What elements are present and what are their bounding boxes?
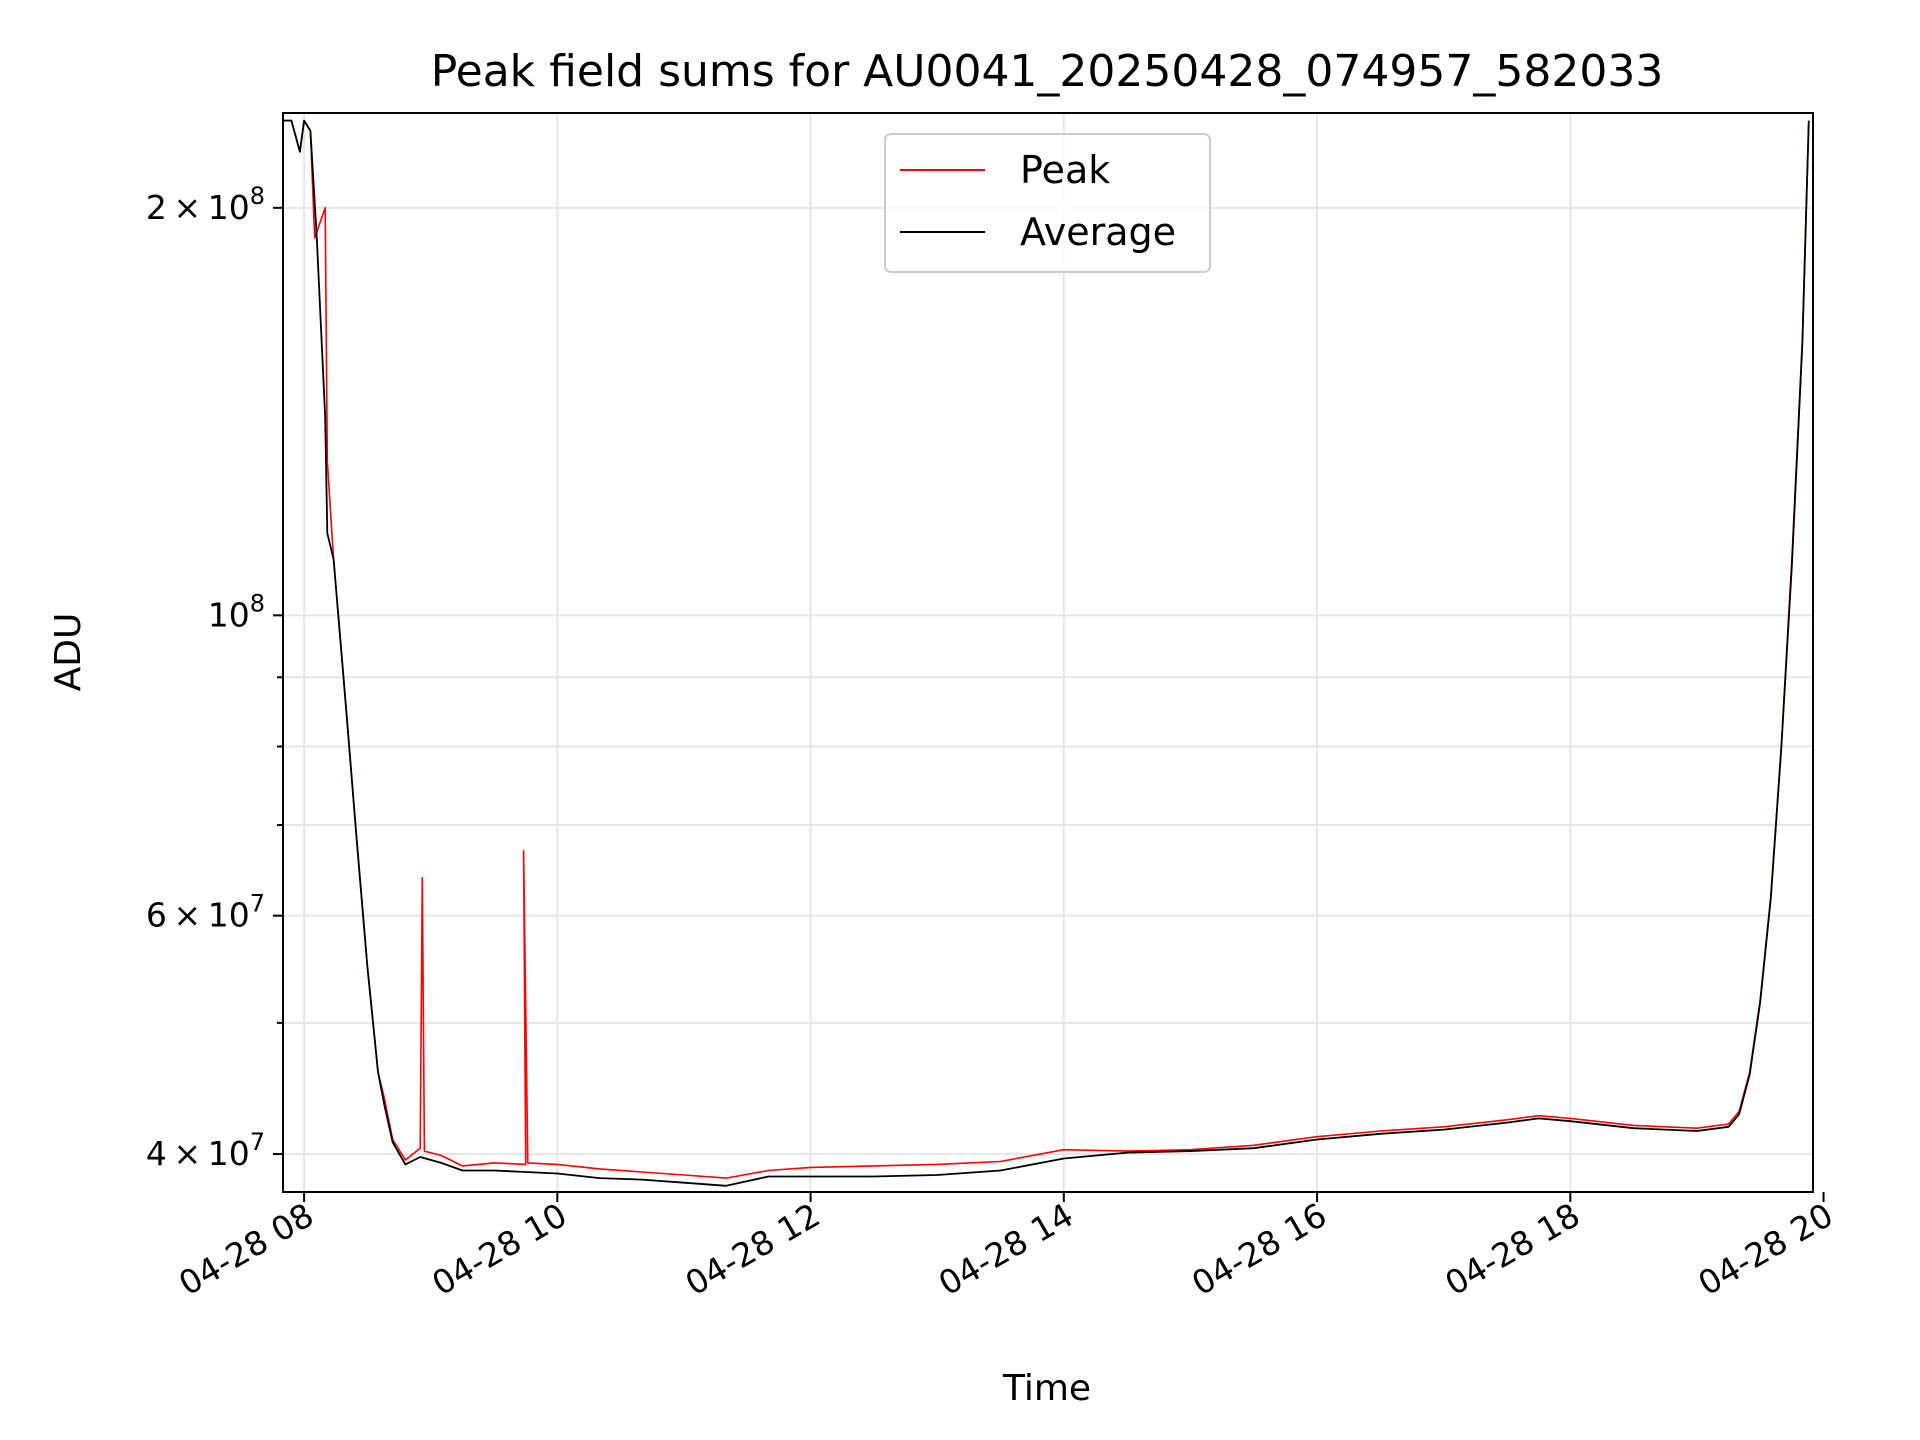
chart-title: Peak field sums for AU0041_20250428_0749…: [431, 46, 1664, 97]
y-tick-label: 2 × 108: [146, 182, 265, 227]
legend-label-peak: Peak: [1020, 148, 1110, 192]
legend-label-average: Average: [1020, 210, 1176, 254]
series-line-average: [283, 119, 1810, 1187]
y-tick-label-exponent: 8: [250, 182, 265, 210]
y-tick-label-exponent: 8: [250, 589, 265, 617]
plot-frame: [282, 112, 1814, 1193]
y-tick-label-exponent: 7: [250, 890, 265, 918]
y-tick-label-mantissa: 2 × 10: [146, 188, 250, 227]
y-tick-label: 108: [208, 589, 265, 634]
legend: Peak Average: [884, 133, 1211, 273]
legend-frame: [884, 133, 1211, 273]
y-tick-label: 4 × 107: [146, 1128, 265, 1173]
y-tick-label-mantissa: 4 × 10: [146, 1134, 250, 1173]
x-axis-label: Time: [1002, 1368, 1091, 1409]
y-tick-label: 6 × 107: [146, 890, 265, 935]
y-axis-label: ADU: [48, 613, 89, 692]
series-layer: [283, 119, 1810, 1187]
y-tick-label-mantissa: 10: [208, 595, 250, 634]
y-tick-label-mantissa: 6 × 10: [146, 896, 250, 935]
y-tick-label-exponent: 7: [250, 1128, 265, 1156]
